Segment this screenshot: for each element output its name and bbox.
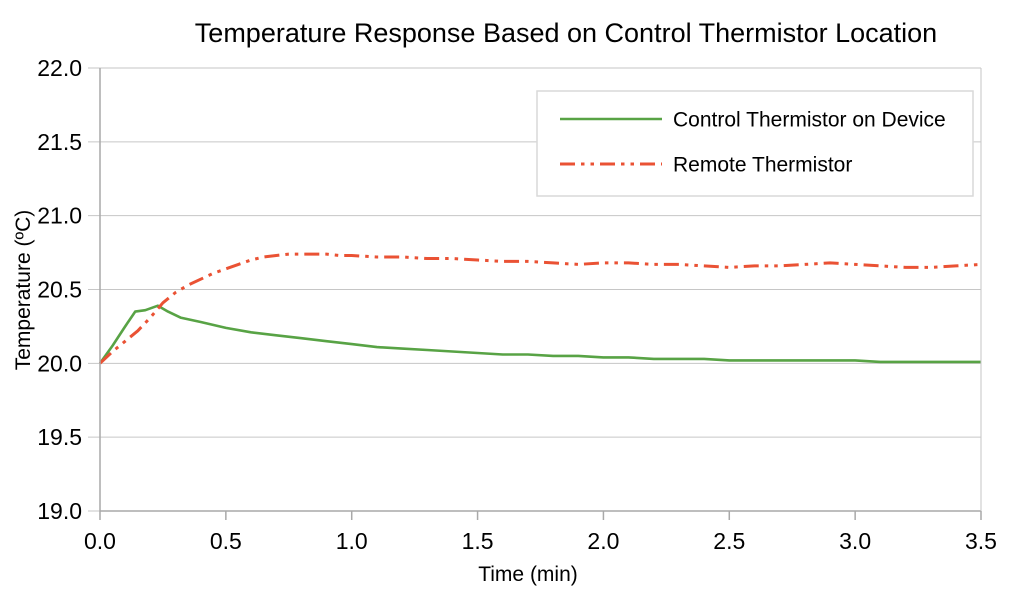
axis-layer [99,68,982,520]
y-tick-label: 22.0 [37,55,82,81]
y-tick-label: 20.0 [37,350,82,376]
x-axis-title: Time (min) [478,563,578,586]
x-tick-label: 0.0 [84,528,116,554]
y-tick-label: 19.5 [37,424,82,450]
y-tick-label: 19.0 [37,498,82,524]
x-tick-label: 0.5 [210,528,242,554]
legend: Control Thermistor on Device Remote Ther… [536,90,974,197]
y-tick-label: 20.5 [37,277,82,303]
x-tick-label: 2.5 [713,528,745,554]
grid-layer [88,67,981,512]
tick-label-layer: 19.0 19.5 20.0 20.5 21.0 21.5 22.0 0.0 0.5 1.0 1.5… [37,55,997,554]
x-tick-label: 3.5 [965,528,997,554]
x-tick-label: 2.0 [587,528,619,554]
series-line-1 [98,252,982,365]
y-tick-label: 21.5 [37,129,82,155]
chart-title: Temperature Response Based on Control Th… [195,18,937,48]
x-tick-label: 3.0 [839,528,871,554]
legend-label-remote: Remote Thermistor [673,154,852,177]
y-axis-title: Temperature (ºC) [12,210,35,371]
legend-label-control: Control Thermistor on Device [673,109,946,132]
series-layer [98,252,982,365]
legend-box [536,90,974,197]
x-tick-label: 1.5 [462,528,494,554]
series-line-0 [98,304,981,365]
x-tick-label: 1.0 [336,528,368,554]
y-tick-label: 21.0 [37,203,82,229]
